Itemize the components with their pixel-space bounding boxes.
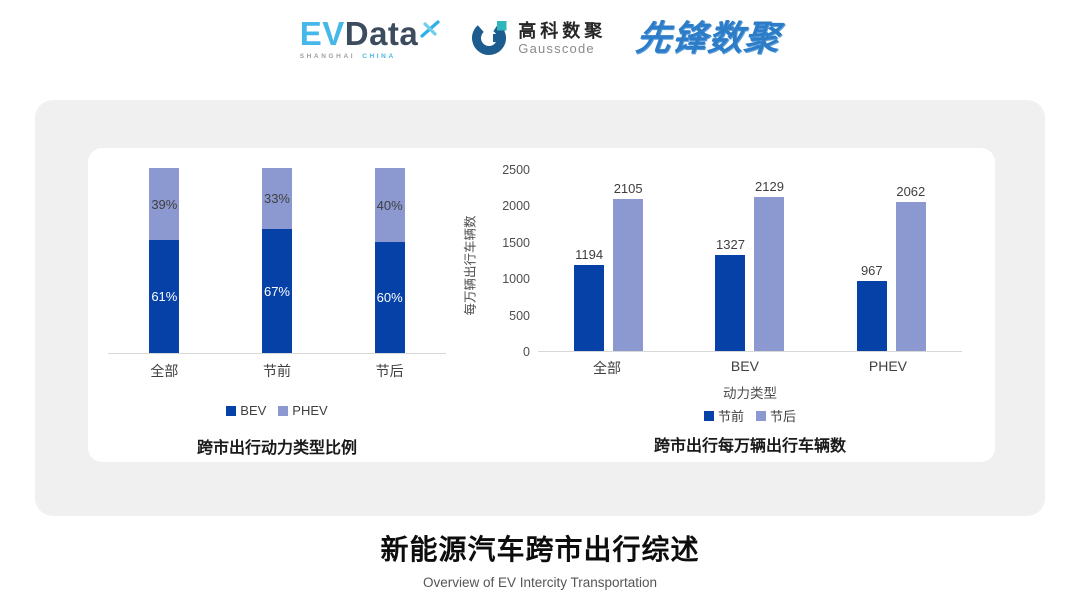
bar-value-label: 1194 — [575, 246, 604, 262]
tick-label: 2000 — [502, 199, 530, 214]
tick-label: 0 — [523, 345, 530, 359]
bar-column: 2105 — [613, 170, 644, 351]
bar-segment-phev: 33% — [261, 168, 292, 230]
gausscode-logo-cn: 高科数聚 — [518, 20, 607, 41]
legend-label: BEV — [240, 403, 267, 418]
page-title: 新能源汽车跨市出行综述 — [380, 534, 700, 565]
bar-column: 2129 — [754, 170, 785, 351]
bar-group: 1194 2105 — [574, 170, 644, 351]
bar-value-label: 60% — [376, 290, 403, 305]
legend-item: 节后 — [756, 406, 796, 425]
bar-节后 — [613, 198, 644, 351]
bar-value-label: 39% — [151, 196, 178, 212]
category-label: 全部 — [150, 363, 179, 379]
legend-swatch — [756, 410, 766, 421]
evdata-logo-shanghai: SHANGHAI — [299, 53, 356, 60]
bar-value-label: 61% — [151, 289, 178, 305]
gausscode-logo: 高科数聚 Gausscode — [470, 16, 606, 61]
grouped-chart-category-axis: 全部 BEV PHEV — [538, 358, 962, 378]
bar-group: 1327 2129 — [715, 170, 785, 351]
bar-value-label: 2105 — [613, 180, 643, 196]
stacked-bar: 40% 60% — [374, 168, 405, 353]
gausscode-logo-en: Gausscode — [518, 41, 595, 57]
legend-item: 节前 — [703, 406, 744, 425]
bar-segment-phev: 39% — [149, 168, 180, 241]
category-label: PHEV — [868, 358, 908, 374]
bar-value-label: 67% — [263, 283, 290, 299]
grouped-chart-x-axis-label: 动力类型 — [723, 386, 777, 401]
legend-swatch — [226, 405, 237, 416]
tick-label: 2500 — [502, 163, 530, 177]
evdata-logo-data: Data — [344, 15, 419, 52]
bar-节前 — [715, 254, 746, 351]
bar-节后 — [754, 196, 785, 351]
category-label: 节后 — [375, 363, 404, 379]
tick-label: 1000 — [502, 272, 530, 287]
category-label: 全部 — [592, 360, 621, 376]
grouped-bar-chart: 每万辆出行车辆数 0 500 1000 1500 2000 2500 1194 2105 13… — [464, 160, 978, 455]
legend-item: BEV — [226, 403, 266, 418]
legend-label: PHEV — [292, 403, 328, 418]
legend-label: 节后 — [770, 409, 797, 424]
tick-label: 1500 — [502, 235, 530, 250]
bar-value-label: 2129 — [755, 178, 784, 194]
bar-column: 2062 — [895, 170, 926, 351]
bar-value-label: 1327 — [716, 236, 745, 252]
legend-swatch — [278, 405, 289, 416]
category-label: 节前 — [262, 363, 291, 379]
xianfeng-logo: 先锋数聚 — [634, 19, 783, 58]
legend-swatch — [703, 410, 714, 421]
x-spark-icon — [420, 11, 440, 44]
stacked-chart-plot-area: 39% 61% 33% 67% 40% 60% — [108, 168, 446, 354]
bar-节后 — [895, 201, 926, 351]
bar-节前 — [856, 281, 887, 351]
legend-item: PHEV — [278, 403, 328, 418]
category-label: BEV — [730, 358, 759, 374]
grouped-chart-plot-area: 1194 2105 1327 2129 967 2062 — [538, 170, 962, 352]
bar-value-label: 2062 — [896, 183, 926, 199]
bar-segment-bev: 61% — [149, 240, 180, 353]
stacked-chart-category-axis: 全部 节前 节后 — [108, 361, 446, 381]
bar-segment-phev: 40% — [374, 168, 405, 242]
stacked-chart-legend: BEV PHEV — [108, 403, 446, 418]
stacked-bar: 39% 61% — [149, 168, 180, 353]
bar-value-label: 33% — [263, 191, 290, 207]
charts-card: 39% 61% 33% 67% 40% 60% 全部 节前 节后 BEV PHEV 跨市出行动力… — [35, 100, 1045, 516]
bar-group: 967 2062 — [856, 170, 926, 351]
legend-label: 节前 — [717, 409, 744, 424]
gausscode-g-icon — [470, 16, 510, 61]
bar-节前 — [574, 264, 605, 351]
bar-segment-bev: 60% — [374, 242, 405, 353]
charts-panel: 39% 61% 33% 67% 40% 60% 全部 节前 节后 BEV PHEV 跨市出行动力… — [88, 148, 995, 462]
bar-column: 1194 — [574, 170, 605, 351]
grouped-chart-title: 跨市出行每万辆出行车辆数 — [653, 438, 846, 455]
bar-segment-bev: 67% — [261, 229, 292, 353]
grouped-chart-y-axis-ticks: 0 500 1000 1500 2000 2500 — [485, 163, 530, 359]
evdata-logo: EV Data SHANGHAI CHINA — [300, 17, 441, 60]
page-subtitle: Overview of EV Intercity Transportation — [422, 575, 658, 590]
stacked-chart-title: 跨市出行动力类型比例 — [196, 440, 357, 457]
grouped-chart-legend: 节前 节后 — [538, 406, 962, 425]
evdata-logo-china: CHINA — [362, 53, 396, 60]
bar-value-label: 40% — [376, 197, 403, 213]
bar-column: 1327 — [715, 170, 746, 351]
evdata-logo-ev: EV — [299, 15, 345, 52]
stacked-bar: 33% 67% — [261, 168, 292, 353]
footer: 新能源汽车跨市出行综述 Overview of EV Intercity Tra… — [0, 528, 1080, 590]
bar-value-label: 967 — [860, 263, 883, 278]
tick-label: 500 — [509, 308, 530, 323]
logo-header: EV Data SHANGHAI CHINA 高科数聚 Gausscode — [0, 16, 1080, 61]
bar-column: 967 — [856, 170, 887, 351]
stacked-bar-chart: 39% 61% 33% 67% 40% 60% 全部 节前 节后 BEV PHEV 跨市出行动力… — [108, 160, 453, 457]
